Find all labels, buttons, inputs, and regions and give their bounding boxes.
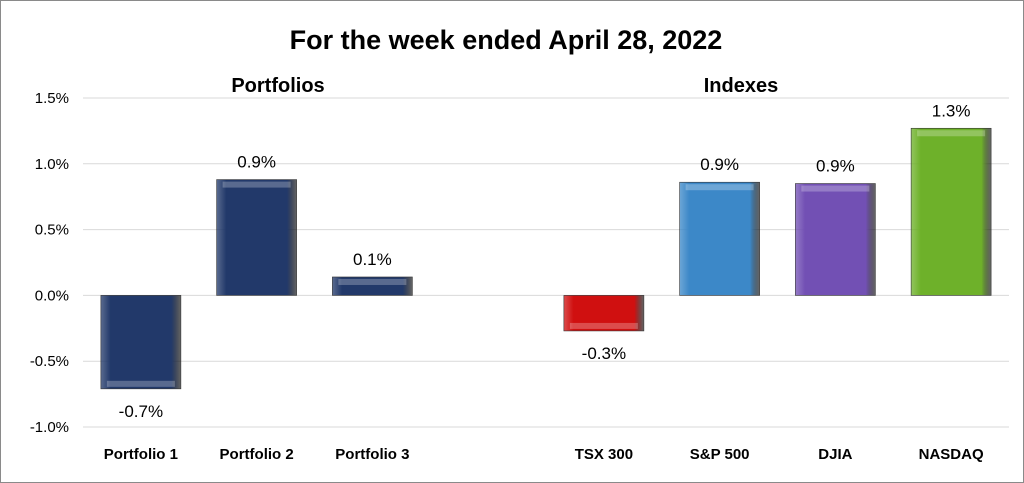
bar xyxy=(332,276,413,296)
bar-bevel xyxy=(569,322,638,329)
bar-bevel xyxy=(338,278,407,285)
bar xyxy=(795,183,876,296)
x-tick-label: TSX 300 xyxy=(575,446,633,463)
x-tick-label: Portfolio 3 xyxy=(335,446,409,463)
y-tick-label: -1.0% xyxy=(30,419,69,436)
y-tick-label: 0.0% xyxy=(35,287,69,304)
bar xyxy=(563,295,645,332)
y-tick-label: 1.5% xyxy=(35,90,69,107)
bar xyxy=(100,295,182,390)
data-label: 0.9% xyxy=(700,155,739,174)
data-label: 0.9% xyxy=(816,157,855,176)
x-tick-label: Portfolio 1 xyxy=(104,446,178,463)
data-label: -0.7% xyxy=(119,402,163,421)
y-tick-label: -0.5% xyxy=(30,353,69,370)
chart-title: For the week ended April 28, 2022 xyxy=(290,25,723,55)
data-label: 1.3% xyxy=(932,101,971,120)
x-tick-label: Portfolio 2 xyxy=(220,446,294,463)
bar xyxy=(910,127,992,296)
bar-bevel xyxy=(801,185,870,192)
bar-bevel xyxy=(685,184,754,191)
bar-bevel xyxy=(917,130,986,137)
data-label: -0.3% xyxy=(582,344,626,363)
bar xyxy=(216,179,297,296)
bar xyxy=(679,181,760,296)
bar-bevel xyxy=(106,380,175,387)
data-label: 0.1% xyxy=(353,250,392,269)
group-label-indexes: Indexes xyxy=(704,75,778,97)
data-label: 0.9% xyxy=(237,153,276,172)
x-tick-label: DJIA xyxy=(818,446,852,463)
bar-bevel xyxy=(222,181,291,188)
group-label-portfolios: Portfolios xyxy=(231,75,324,97)
y-tick-label: 1.0% xyxy=(35,156,69,173)
x-tick-label: NASDAQ xyxy=(919,446,984,463)
x-tick-label: S&P 500 xyxy=(690,446,750,463)
y-tick-label: 0.5% xyxy=(35,222,69,239)
